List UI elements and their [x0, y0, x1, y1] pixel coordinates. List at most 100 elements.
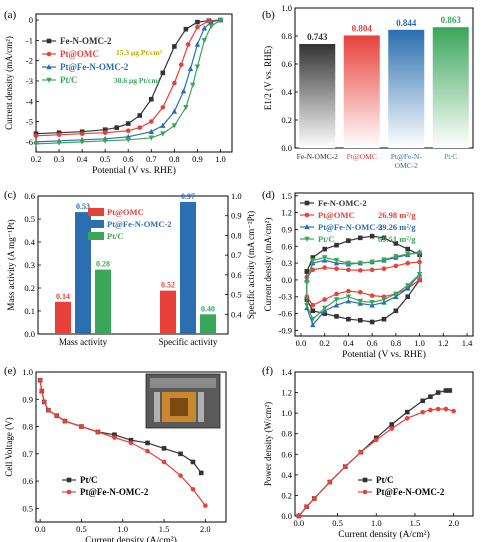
y-tick-label: 0.8: [281, 429, 292, 439]
legend-marker: [304, 200, 310, 206]
y-tick-label: 0.3: [24, 260, 35, 270]
y-axis-label: Mass activity (A mg⁻¹Pt): [6, 219, 16, 310]
legend-label: Pt@OMC: [107, 207, 144, 217]
data-point: [357, 235, 363, 241]
y-tick-label: 1.0: [231, 191, 242, 201]
data-point: [334, 314, 339, 319]
data-point: [435, 390, 441, 395]
y-tick-label: 0.7: [22, 449, 33, 459]
bar-value-label: 0.804: [352, 23, 373, 33]
x-tick-label: 0.4: [77, 154, 88, 164]
legend-label: Pt@Fe-N-OMC-2: [376, 487, 445, 497]
data-point: [404, 415, 410, 421]
data-point: [54, 413, 59, 418]
x-tick-label: 0.0: [294, 518, 305, 528]
y-axis-label: E1/2 (V vs. RHE): [263, 46, 273, 110]
data-point: [185, 42, 191, 47]
bar-value-label: 0.743: [307, 32, 328, 42]
y-tick-label: 1.0: [281, 3, 292, 13]
panel-label: (f): [262, 365, 273, 377]
data-point: [296, 513, 302, 519]
data-point: [190, 82, 196, 88]
y-tick-label: 0.0: [281, 143, 292, 153]
data-point: [145, 440, 150, 446]
data-point: [369, 267, 375, 273]
data-point: [201, 38, 208, 44]
y-tick-label: 0.6: [22, 476, 33, 486]
legend-marker: [362, 477, 368, 483]
legend-marker: [304, 224, 310, 230]
legend-marker: [46, 38, 52, 44]
x-tick-label: 0.5: [100, 154, 111, 164]
legend-marker: [66, 489, 72, 495]
panel-label: (d): [262, 189, 275, 201]
data-point: [128, 437, 134, 443]
x-tick-label: Fe-N-OMC-2: [297, 152, 338, 161]
legend-label: Pt@Fe-N-OMC-2: [318, 222, 383, 232]
data-point: [137, 113, 143, 118]
data-point: [346, 267, 351, 273]
data-point: [187, 65, 194, 72]
data-point: [178, 473, 183, 478]
data-point: [161, 446, 167, 451]
data-point: [334, 291, 339, 297]
data-point: [95, 429, 101, 435]
legend-ecsa: 26.98 m²/g: [378, 210, 416, 220]
data-point: [217, 17, 224, 23]
data-point: [33, 141, 39, 147]
y-tick-label: 0.9: [281, 224, 292, 234]
plot-frame-d: [294, 192, 474, 337]
bar: [95, 269, 111, 334]
y-tick-label: 0.0: [281, 275, 292, 285]
legend-label: Pt/C: [376, 475, 394, 485]
legend-label: Fe-N-OMC-2: [318, 198, 367, 208]
x-tick-label: 1.0: [414, 338, 425, 348]
legend-label: Pt@Fe-N-OMC-2: [60, 62, 129, 72]
panel-label: (a): [4, 9, 17, 21]
data-point: [312, 496, 317, 501]
x-axis-label: Potential (V vs. RHE): [92, 165, 176, 176]
data-point: [33, 133, 39, 139]
data-point: [369, 300, 375, 306]
y-tick-label: 0.6: [281, 241, 292, 251]
data-point: [183, 26, 189, 32]
data-point: [203, 503, 208, 508]
legend-swatch: [88, 232, 104, 240]
x-tick-label: 0.8: [169, 154, 180, 164]
data-point: [322, 297, 327, 302]
bar: [388, 29, 425, 149]
y-tick-label: 0.2: [281, 490, 292, 500]
bar: [299, 43, 336, 149]
bar-value-label: 0.844: [396, 18, 417, 28]
data-point: [405, 260, 411, 266]
x-tick-label: 0.6: [123, 154, 134, 164]
legend-label: Pt@Fe-N-OMC-2: [80, 487, 149, 497]
y-tick-label: 0.6: [281, 59, 292, 69]
data-point: [304, 269, 310, 274]
legend-marker: [46, 51, 52, 57]
data-point: [102, 130, 108, 136]
annotation: 30.6 μg Pt/cm²: [114, 76, 161, 85]
data-point: [125, 121, 131, 126]
data-point: [160, 70, 166, 76]
data-point: [321, 255, 328, 261]
x-tick-label: 1.5: [410, 518, 421, 528]
data-point: [145, 448, 150, 454]
data-point: [148, 135, 154, 141]
data-point: [405, 283, 411, 289]
series-line: [35, 19, 221, 137]
legend-swatch: [88, 220, 104, 228]
data-point: [322, 311, 327, 316]
bar-value-label: 0.40: [201, 304, 215, 313]
data-point: [321, 305, 328, 311]
y-tick-label: 0.5: [24, 214, 35, 224]
y-tick-label: 0: [29, 15, 33, 25]
y-tick-label: -0.3: [279, 292, 292, 302]
bar-value-label: 0.97: [181, 192, 195, 201]
data-point: [369, 293, 375, 298]
data-point: [334, 242, 339, 248]
legend-label: Pt/C: [107, 231, 124, 241]
data-point: [194, 41, 201, 47]
y-tick-label: -2: [26, 56, 33, 66]
legend-marker: [66, 477, 72, 483]
